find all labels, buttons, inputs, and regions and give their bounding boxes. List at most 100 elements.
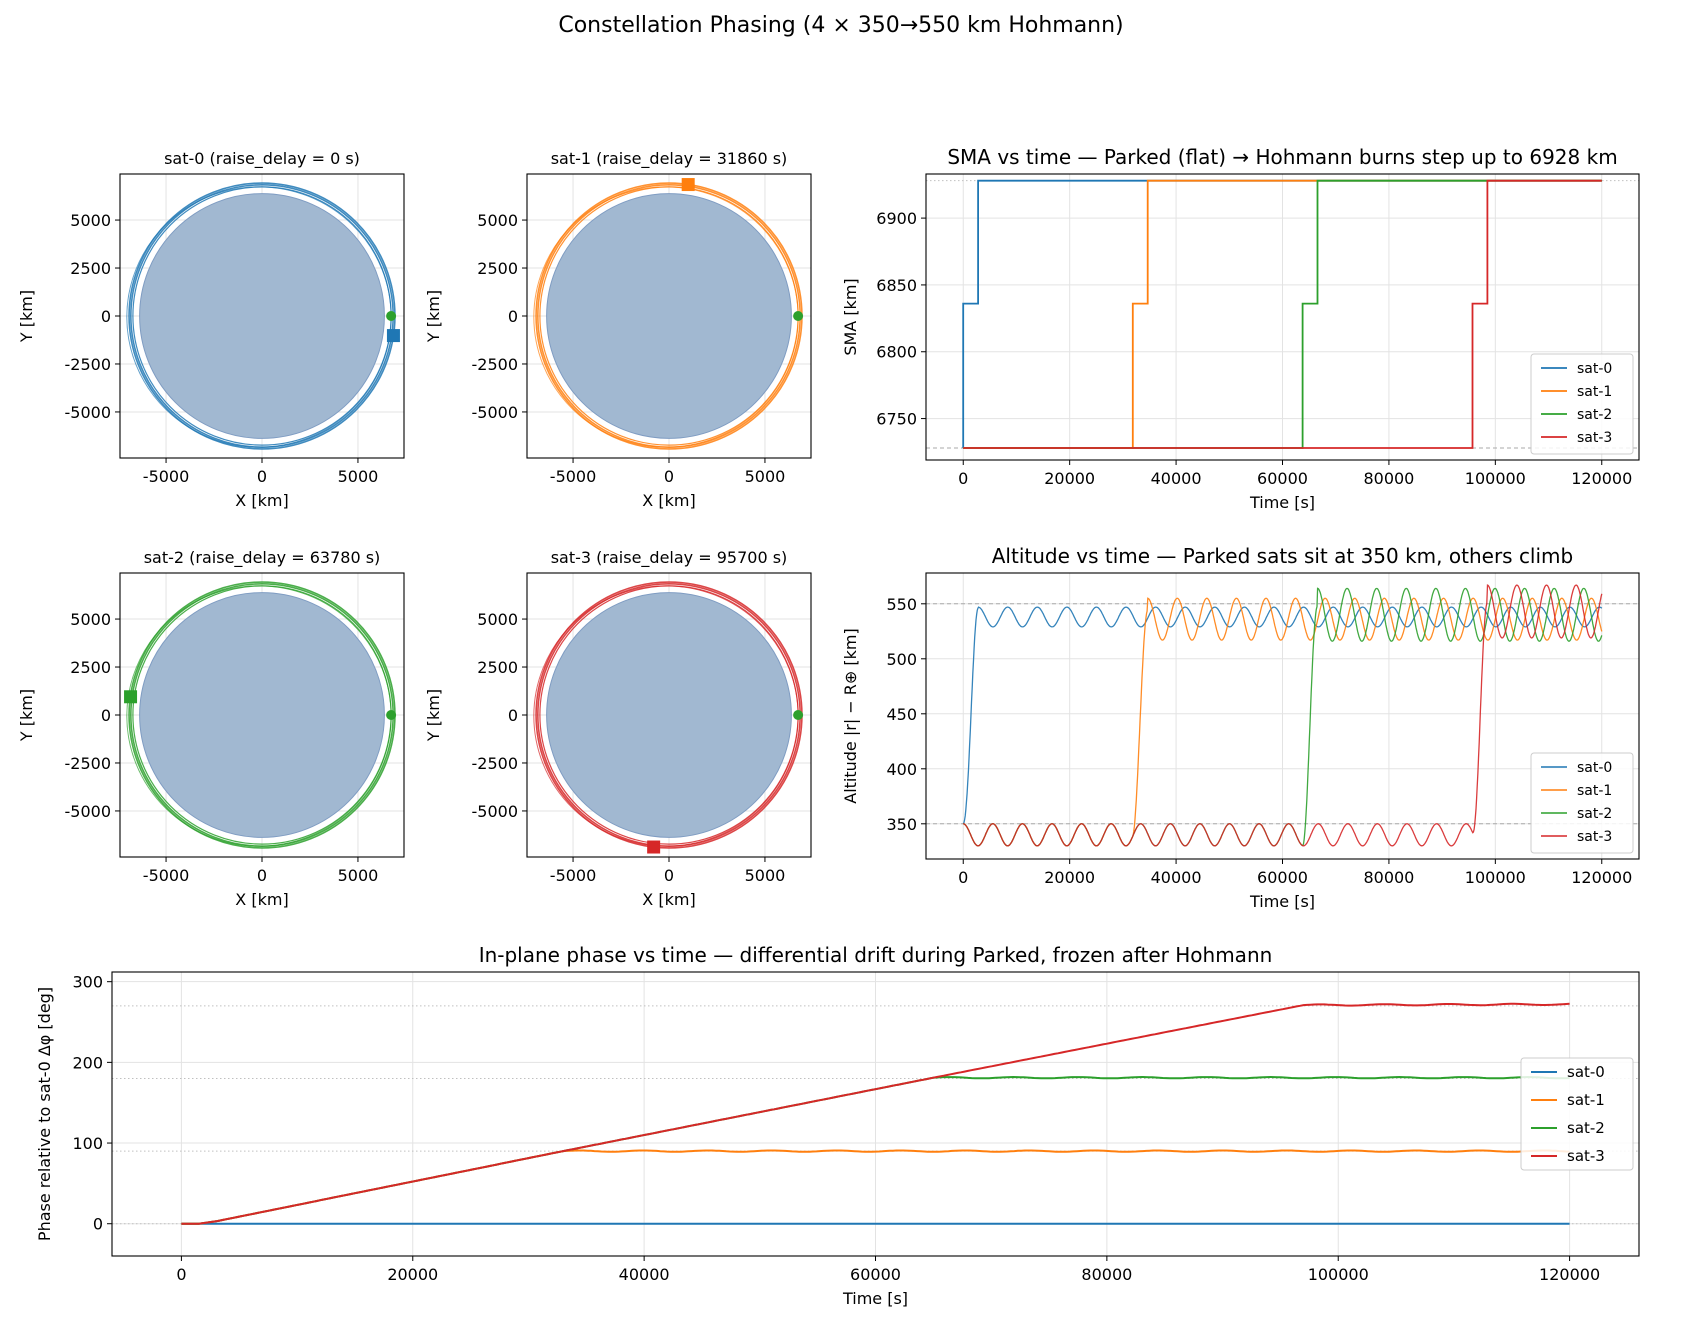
earth-disk — [546, 193, 792, 439]
x-axis-label: Time [s] — [842, 1289, 908, 1308]
x-tick-label: 120000 — [1539, 1265, 1600, 1284]
y-axis-label: Y [km] — [424, 290, 443, 343]
y-tick-label: -5000 — [65, 403, 112, 422]
x-tick-label: -5000 — [550, 866, 597, 885]
x-tick-label: 60000 — [1257, 868, 1308, 887]
y-tick-label: 500 — [886, 650, 917, 669]
y-tick-label: 300 — [72, 973, 103, 992]
y-tick-label: -2500 — [65, 754, 112, 773]
panel-altitude: 0 20000 40000 60000 80000 100000 120000 350 400 4… — [841, 544, 1640, 911]
x-tick-label: 120000 — [1571, 868, 1632, 887]
series-line-sat-0 — [962, 606, 1603, 825]
y-tick-label: 6900 — [876, 209, 917, 228]
panel-sma: 0 20000 40000 60000 80000 100000 120000 6750 680… — [841, 145, 1640, 512]
x-tick-label: 100000 — [1465, 868, 1526, 887]
y-tick-label: 550 — [886, 595, 917, 614]
plot-area — [533, 581, 803, 849]
legend-label: sat-1 — [1577, 384, 1612, 400]
x-tick-label: 0 — [664, 866, 674, 885]
x-axis-label: Time [s] — [1249, 493, 1315, 512]
legend-label: sat-3 — [1577, 430, 1612, 446]
y-tick-label: -2500 — [472, 355, 519, 374]
panel-orbit-sat-2: -5000 0 5000 -5000 -2500 0 2500 5000 sat-2 (rais… — [17, 548, 405, 909]
x-tick-label: 0 — [257, 866, 267, 885]
legend-label: sat-3 — [1577, 829, 1612, 845]
y-tick-label: 5000 — [70, 610, 111, 629]
y-tick-label: 0 — [508, 307, 518, 326]
y-tick-label: 0 — [101, 706, 111, 725]
y-tick-label: 6800 — [876, 343, 917, 362]
y-axis-label: Altitude |r| − R⊕ [km] — [841, 628, 860, 804]
y-axis-label: Y [km] — [424, 689, 443, 742]
panel-title: sat-0 (raise_delay = 0 s) — [164, 149, 360, 169]
x-tick-label: 20000 — [1044, 469, 1095, 488]
y-axis-label: Phase relative to sat-0 Δφ [deg] — [35, 987, 54, 1241]
earth-disk — [139, 193, 385, 439]
y-tick-label: -5000 — [472, 802, 519, 821]
legend-label: sat-0 — [1567, 1063, 1605, 1081]
y-axis-label: SMA [km] — [841, 278, 860, 355]
end-marker — [681, 178, 695, 192]
x-tick-label: 5000 — [745, 467, 786, 486]
x-axis-label: X [km] — [642, 491, 695, 510]
x-tick-label: 100000 — [1465, 469, 1526, 488]
y-tick-label: 400 — [886, 760, 917, 779]
axes-frame — [119, 173, 405, 459]
x-tick-label: -5000 — [550, 467, 597, 486]
start-marker — [386, 710, 397, 720]
plot-area — [926, 179, 1639, 449]
axes-frame — [111, 971, 1640, 1257]
legend-label: sat-2 — [1577, 806, 1612, 822]
panel-orbit-sat-3: -5000 0 5000 -5000 -2500 0 2500 5000 sat-3 (rais… — [424, 548, 812, 909]
legend-label: sat-0 — [1577, 361, 1612, 377]
x-tick-label: 5000 — [745, 866, 786, 885]
legend-label: sat-1 — [1577, 783, 1612, 799]
y-axis-label: Y [km] — [17, 689, 36, 742]
x-tick-label: 0 — [176, 1265, 186, 1284]
x-tick-label: 20000 — [1044, 868, 1095, 887]
x-tick-label: 5000 — [338, 467, 379, 486]
x-tick-label: 40000 — [1151, 868, 1202, 887]
plot-area — [126, 581, 396, 849]
panel-title: In-plane phase vs time — differential dr… — [479, 943, 1273, 967]
start-marker — [793, 311, 804, 321]
plot-area — [112, 1002, 1639, 1225]
panel-orbit-sat-0: -5000 0 5000 -5000 -2500 0 2500 5000 sat-0 (rais… — [17, 149, 405, 510]
x-axis-label: Time [s] — [1249, 892, 1315, 911]
x-axis-label: X [km] — [235, 491, 288, 510]
axes-frame — [925, 572, 1640, 860]
axes-frame — [925, 173, 1640, 461]
x-tick-label: 0 — [958, 868, 968, 887]
end-marker — [647, 840, 661, 854]
plot-area — [126, 182, 396, 450]
x-axis-label: X [km] — [642, 890, 695, 909]
legend-label: sat-3 — [1567, 1147, 1605, 1165]
x-axis-label: X [km] — [235, 890, 288, 909]
panel-title: sat-2 (raise_delay = 63780 s) — [144, 548, 381, 568]
x-tick-label: 40000 — [619, 1265, 670, 1284]
legend-box — [1530, 752, 1634, 854]
x-tick-label: 100000 — [1308, 1265, 1369, 1284]
y-tick-label: 2500 — [477, 259, 518, 278]
end-marker — [386, 329, 400, 343]
x-tick-label: 0 — [257, 467, 267, 486]
y-tick-label: 350 — [886, 815, 917, 834]
legend-label: sat-0 — [1577, 760, 1612, 776]
panel-title: Altitude vs time — Parked sats sit at 35… — [992, 544, 1573, 568]
y-tick-label: 6850 — [876, 276, 917, 295]
panel-title: SMA vs time — Parked (flat) → Hohmann bu… — [947, 145, 1617, 169]
y-tick-label: 5000 — [70, 211, 111, 230]
earth-disk — [139, 592, 385, 838]
panel-title: sat-3 (raise_delay = 95700 s) — [551, 548, 788, 568]
x-tick-label: 120000 — [1571, 469, 1632, 488]
y-tick-label: 6750 — [876, 410, 917, 429]
y-tick-label: 5000 — [477, 610, 518, 629]
y-tick-label: -5000 — [65, 802, 112, 821]
start-marker — [793, 710, 804, 720]
y-axis-label: Y [km] — [17, 290, 36, 343]
y-tick-label: 0 — [101, 307, 111, 326]
legend-label: sat-1 — [1567, 1091, 1605, 1109]
legend-label: sat-2 — [1567, 1119, 1605, 1137]
